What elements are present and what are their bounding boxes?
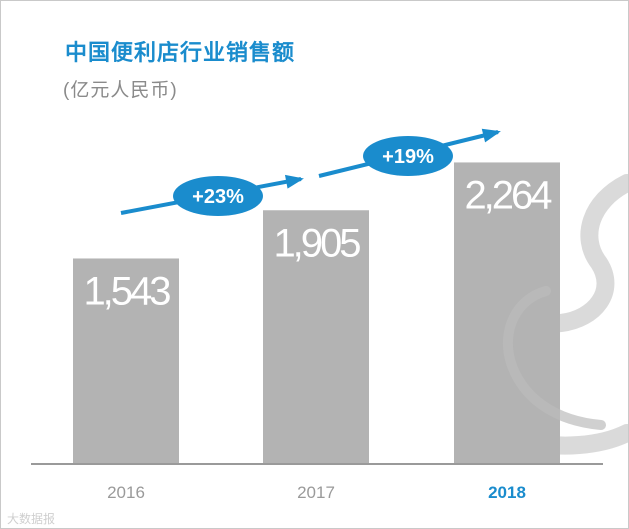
growth-arrow-2016-2017-head xyxy=(284,174,304,189)
growth-badge-2 xyxy=(363,136,453,176)
data-label-2017: 1,905 xyxy=(273,221,360,265)
decorative-swirl-front xyxy=(502,286,606,430)
chart-subtitle: (亿元人民币) xyxy=(63,80,178,101)
data-label-2016: 1,543 xyxy=(83,269,170,313)
growth-badge-1 xyxy=(173,176,263,216)
growth-badge-label-1: +23% xyxy=(192,186,244,208)
x-tick-2017: 2017 xyxy=(297,483,335,502)
chart-title: 中国便利店行业销售额 xyxy=(65,40,296,65)
bar-2017 xyxy=(263,210,369,464)
growth-arrow-2017-2018-head xyxy=(481,128,501,143)
bar-2018 xyxy=(454,162,560,465)
x-tick-2018: 2018 xyxy=(488,483,526,502)
watermark: 大数据报 xyxy=(7,512,56,526)
growth-badge-label-2: +19% xyxy=(382,146,434,168)
x-tick-2016: 2016 xyxy=(107,483,145,502)
data-label-2018: 2,264 xyxy=(464,173,552,217)
bar-2016 xyxy=(73,258,179,464)
